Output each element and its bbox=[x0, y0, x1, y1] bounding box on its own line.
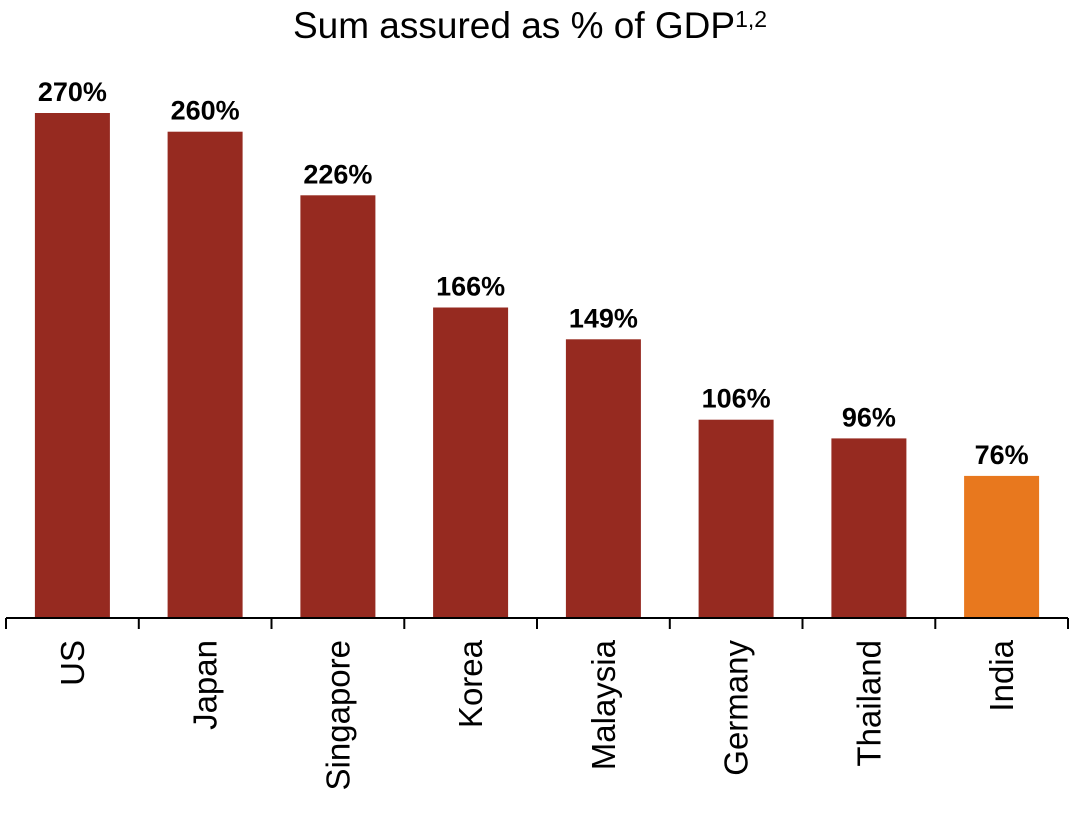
value-label-malaysia: 149% bbox=[569, 303, 638, 333]
category-label-singapore: Singapore bbox=[319, 640, 356, 790]
category-label-japan: Japan bbox=[187, 640, 224, 730]
chart-title-text: Sum assured as % of GDP bbox=[293, 5, 735, 46]
bar-malaysia bbox=[565, 339, 641, 618]
category-label-korea: Korea bbox=[452, 639, 489, 728]
category-label-thailand: Thailand bbox=[850, 640, 887, 767]
bar-us bbox=[34, 113, 110, 618]
chart-title: Sum assured as % of GDP1,2 bbox=[293, 5, 767, 46]
value-label-korea: 166% bbox=[436, 272, 505, 302]
chart-title-superscript: 1,2 bbox=[735, 6, 767, 32]
bar-india bbox=[964, 475, 1040, 618]
bar-germany bbox=[698, 419, 774, 618]
value-labels-group: 270% 260% 226% 166% 149% 106% 96% 76% bbox=[38, 77, 1029, 470]
bar-korea bbox=[433, 307, 509, 618]
value-label-japan: 260% bbox=[171, 96, 240, 126]
bar-japan bbox=[167, 131, 243, 618]
x-axis bbox=[5, 617, 1069, 629]
value-label-singapore: 226% bbox=[303, 159, 372, 189]
category-label-germany: Germany bbox=[718, 640, 755, 776]
category-label-us: US bbox=[54, 640, 91, 686]
category-labels-group: US Japan Singapore Korea Malaysia Germany Thai… bbox=[54, 639, 1020, 790]
category-label-india: India bbox=[983, 639, 1020, 711]
value-label-thailand: 96% bbox=[842, 402, 896, 432]
category-label-malaysia: Malaysia bbox=[585, 639, 622, 770]
value-label-us: 270% bbox=[38, 77, 107, 107]
bar-thailand bbox=[831, 438, 907, 618]
value-label-india: 76% bbox=[975, 440, 1029, 470]
bars-group bbox=[34, 113, 1040, 619]
bar-singapore bbox=[300, 195, 376, 619]
value-label-germany: 106% bbox=[702, 384, 771, 414]
